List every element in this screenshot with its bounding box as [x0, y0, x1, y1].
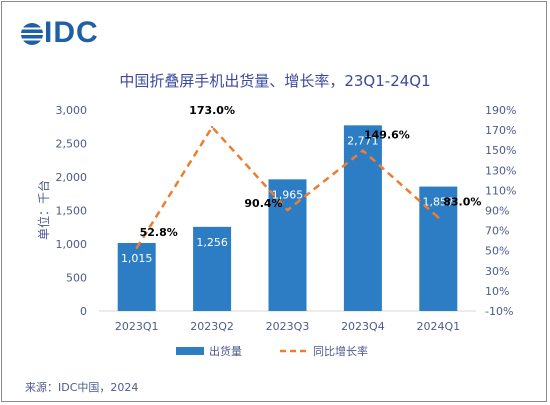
right-tick-label: 30% [485, 265, 509, 278]
bar-2023q2 [193, 226, 232, 311]
bar-value-label: 1,015 [121, 252, 153, 265]
idc-globe-icon [21, 23, 43, 45]
growth-rate-point [135, 246, 138, 250]
right-tick-label: 90% [485, 205, 509, 218]
right-tick-label: 130% [485, 164, 516, 177]
left-tick-label: 3,000 [56, 104, 88, 117]
growth-rate-point [361, 149, 365, 152]
source-note: 来源：IDC中国，2024 [25, 381, 139, 394]
x-tick-label: 2023Q4 [341, 320, 385, 333]
legend-swatch-bars [176, 347, 204, 355]
right-tick-label: 170% [485, 124, 516, 137]
right-tick-label: 110% [485, 184, 516, 197]
bar-value-label: 1,965 [272, 188, 304, 201]
bar-value-label: 2,771 [347, 134, 379, 147]
growth-rate-label: 149.6% [364, 129, 410, 142]
right-tick-label: 50% [485, 245, 509, 258]
left-tick-label: 0 [80, 305, 87, 318]
legend-label-bars: 出货量 [209, 344, 242, 358]
right-tick-label: 190% [485, 104, 516, 117]
right-tick-label: 150% [485, 144, 516, 157]
growth-rate-label: 52.8% [140, 226, 178, 239]
left-tick-label: 2,000 [56, 171, 88, 184]
left-tick-label: 500 [66, 272, 87, 285]
x-tick-label: 2023Q2 [190, 320, 234, 333]
legend-label-line: 同比增长率 [313, 344, 368, 358]
growth-rate-point [437, 216, 440, 219]
bar-value-label: 1,256 [196, 236, 228, 249]
right-tick-label: -10% [485, 305, 513, 318]
chart-title: 中国折叠屏手机出货量、增长率，23Q1-24Q1 [119, 72, 430, 90]
left-tick-label: 2,500 [56, 138, 88, 151]
left-tick-label: 1,000 [56, 238, 88, 251]
growth-rate-label: 83.0% [443, 196, 481, 209]
right-tick-label: 70% [485, 225, 509, 238]
x-tick-label: 2024Q1 [416, 320, 460, 333]
right-tick-label: 10% [485, 285, 509, 298]
growth-rate-label: 173.0% [189, 104, 235, 117]
left-tick-label: 1,500 [56, 205, 88, 218]
bar-2023q4 [343, 125, 382, 311]
growth-rate-point [286, 208, 289, 212]
growth-rate-label: 90.4% [244, 197, 282, 210]
bar-2023q1 [117, 242, 156, 311]
idc-logo-text: IDC [44, 16, 99, 49]
y-axis-title: 单位：千台 [36, 180, 51, 240]
x-tick-label: 2023Q3 [266, 320, 310, 333]
bar-value-label: 1,857 [423, 196, 455, 209]
growth-rate-point [210, 125, 214, 129]
x-tick-label: 2023Q1 [115, 320, 159, 333]
